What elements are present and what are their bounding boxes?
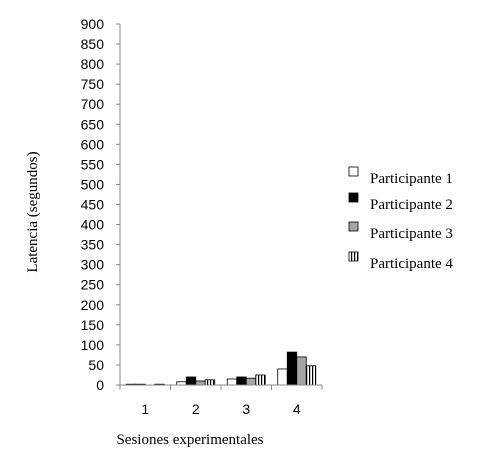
x-tick-label: 2 <box>192 401 200 417</box>
y-tick-label: 0 <box>96 377 104 393</box>
y-tick-label: 300 <box>81 257 105 273</box>
y-tick-label: 400 <box>81 217 105 233</box>
y-tick-label: 350 <box>81 237 105 253</box>
bar-1-session-4 <box>277 368 288 386</box>
y-tick-label: 850 <box>81 36 105 52</box>
y-tick-label: 550 <box>81 156 105 172</box>
y-tick-label: 250 <box>81 277 105 293</box>
y-tick-label: 450 <box>81 197 105 213</box>
bar-4-session-2 <box>204 379 216 386</box>
y-tick-label: 900 <box>81 16 105 32</box>
y-tick-label: 150 <box>81 317 105 333</box>
y-axis-label: Latencia (segundos) <box>25 151 41 272</box>
bar-3-session-4 <box>296 356 307 386</box>
x-axis-label: Sesiones experimentales <box>116 432 263 448</box>
bar-3-session-2 <box>195 380 206 386</box>
legend-label: Participante 1 <box>370 171 453 187</box>
bar-4-session-4 <box>305 365 317 386</box>
bar-3-session-3 <box>245 377 257 386</box>
x-axis-ticks: 1 2 3 4 <box>119 385 323 417</box>
bar-1-session-3 <box>226 378 238 386</box>
legend-label: Participante 3 <box>370 226 453 242</box>
y-tick-label: 50 <box>88 357 104 373</box>
x-tick-label: 4 <box>293 401 301 417</box>
bar-4-session-3 <box>255 374 266 386</box>
bar-2-session-3 <box>236 376 247 386</box>
legend-swatch <box>348 192 359 203</box>
y-axis-ticks: 0 50 100 150 200 250 300 350 400 450 500 550 600 650 7… <box>81 16 120 393</box>
legend-label: Participante 2 <box>370 197 453 213</box>
y-tick-label: 700 <box>81 96 105 112</box>
bar-2-session-4 <box>286 351 298 386</box>
y-tick-label: 800 <box>81 56 105 72</box>
y-tick-label: 750 <box>81 76 105 92</box>
legend-swatch <box>348 251 359 262</box>
legend-label: Participante 4 <box>370 256 453 272</box>
y-tick-label: 650 <box>81 116 105 132</box>
legend-swatch <box>348 221 359 232</box>
y-tick-label: 500 <box>81 176 105 192</box>
bar-series <box>125 351 317 386</box>
legend-swatch <box>348 166 359 177</box>
legend: Participante 1 Participante 2 Participante… <box>348 166 453 272</box>
y-tick-label: 100 <box>81 337 105 353</box>
y-tick-label: 600 <box>81 136 105 152</box>
x-tick-label: 1 <box>141 401 149 417</box>
y-tick-label: 200 <box>81 297 105 313</box>
bar-2-session-2 <box>185 376 197 386</box>
x-tick-label: 3 <box>242 401 250 417</box>
